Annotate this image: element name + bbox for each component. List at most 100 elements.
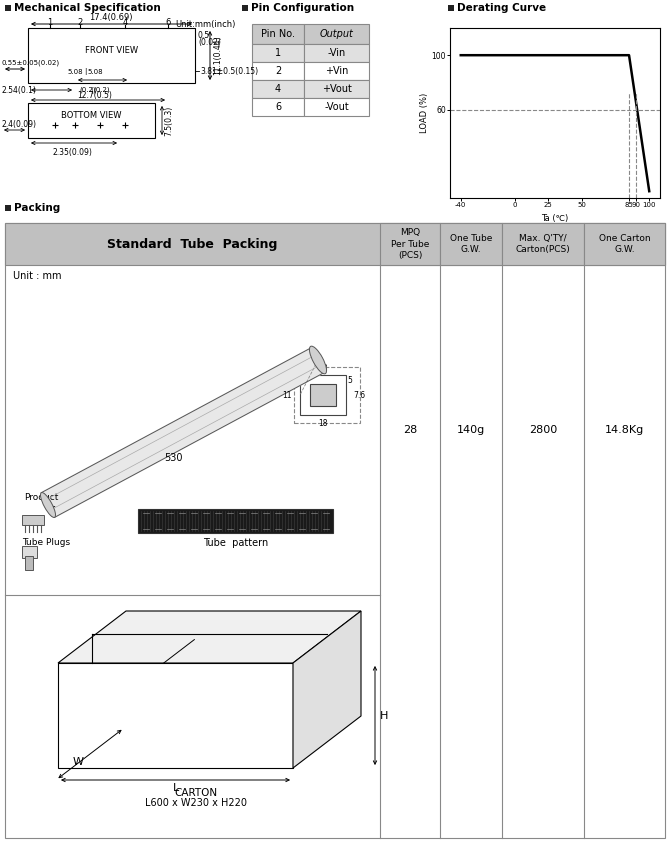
- Text: 2.4(0.09): 2.4(0.09): [1, 119, 36, 129]
- X-axis label: Ta (℃): Ta (℃): [541, 214, 569, 222]
- Bar: [5, 5, 11, 11]
- Text: 7.6: 7.6: [353, 391, 365, 399]
- Text: 7.5(0.3): 7.5(0.3): [164, 106, 173, 135]
- Bar: [584, 223, 665, 265]
- Text: 11: 11: [283, 391, 292, 399]
- Bar: [28, 103, 155, 138]
- Polygon shape: [42, 348, 325, 518]
- Text: Packing: Packing: [14, 203, 60, 213]
- Text: 0.5: 0.5: [198, 31, 210, 40]
- Text: Pin Configuration: Pin Configuration: [251, 3, 354, 13]
- Text: 3.81±0.5(0.15): 3.81±0.5(0.15): [200, 67, 258, 75]
- Text: 5: 5: [347, 376, 352, 384]
- Text: 0.55±0.05(0.02): 0.55±0.05(0.02): [2, 60, 60, 66]
- Text: Standard  Tube  Packing: Standard Tube Packing: [107, 238, 277, 250]
- Text: MPQ
Per Tube
(PCS): MPQ Per Tube (PCS): [391, 228, 429, 260]
- Bar: [252, 98, 304, 116]
- Text: 18: 18: [318, 419, 328, 428]
- Text: 1: 1: [48, 18, 53, 27]
- Text: Tube  pattern: Tube pattern: [203, 538, 268, 548]
- Text: 140g: 140g: [457, 425, 485, 435]
- Text: |: |: [84, 68, 86, 75]
- Text: 5.08: 5.08: [87, 69, 103, 75]
- Text: 4: 4: [123, 18, 127, 27]
- Bar: [5, 223, 665, 265]
- Bar: [304, 62, 369, 80]
- Text: W: W: [72, 757, 84, 767]
- Bar: [294, 367, 360, 423]
- Polygon shape: [58, 663, 293, 768]
- Bar: [138, 509, 333, 533]
- Text: BOTTOM VIEW: BOTTOM VIEW: [61, 111, 122, 120]
- Ellipse shape: [40, 492, 56, 518]
- Text: One Tube
G.W.: One Tube G.W.: [450, 234, 492, 254]
- Text: |: |: [90, 86, 92, 94]
- Bar: [22, 515, 44, 525]
- Text: 6: 6: [275, 102, 281, 112]
- Bar: [304, 80, 369, 98]
- Text: Unit : mm: Unit : mm: [13, 271, 62, 281]
- Text: 2: 2: [275, 66, 281, 76]
- Text: L600 x W230 x H220: L600 x W230 x H220: [145, 798, 247, 808]
- Bar: [304, 44, 369, 62]
- Text: 11.1(0.44): 11.1(0.44): [213, 36, 222, 75]
- Y-axis label: LOAD (%): LOAD (%): [419, 93, 429, 133]
- Bar: [5, 223, 665, 838]
- Text: Max. Q'TY/
Carton(PCS): Max. Q'TY/ Carton(PCS): [516, 234, 570, 254]
- Text: 2.54(0.1): 2.54(0.1): [2, 85, 37, 95]
- Bar: [304, 98, 369, 116]
- Bar: [242, 5, 248, 11]
- Text: 13: 13: [318, 364, 328, 373]
- Text: -Vin: -Vin: [328, 48, 346, 58]
- Bar: [502, 223, 584, 265]
- Bar: [252, 24, 304, 44]
- Bar: [25, 556, 33, 570]
- Bar: [252, 44, 304, 62]
- Bar: [252, 62, 304, 80]
- Text: (0.2): (0.2): [93, 87, 110, 93]
- Text: +Vout: +Vout: [322, 84, 352, 94]
- Text: 530: 530: [163, 453, 182, 463]
- Bar: [5, 223, 665, 265]
- Text: L: L: [172, 783, 179, 793]
- Bar: [440, 223, 502, 265]
- Bar: [5, 205, 11, 211]
- Bar: [252, 80, 304, 98]
- Text: -Vout: -Vout: [324, 102, 349, 112]
- Text: Derating Curve: Derating Curve: [457, 3, 546, 13]
- Text: FRONT VIEW: FRONT VIEW: [85, 46, 138, 55]
- Text: Mechanical Specification: Mechanical Specification: [14, 3, 161, 13]
- Text: Tube Plugs: Tube Plugs: [22, 538, 70, 547]
- Text: Output: Output: [320, 29, 354, 39]
- Text: 2: 2: [77, 18, 82, 27]
- Text: Product: Product: [24, 493, 58, 502]
- Bar: [380, 223, 440, 265]
- Bar: [28, 28, 195, 83]
- Text: 1: 1: [275, 48, 281, 58]
- Text: 6: 6: [165, 18, 171, 27]
- Text: H: H: [380, 711, 389, 721]
- Bar: [300, 375, 346, 415]
- Text: 2.35(0.09): 2.35(0.09): [52, 148, 92, 157]
- Text: 28: 28: [403, 425, 417, 435]
- Text: Unit:mm(inch): Unit:mm(inch): [175, 20, 235, 29]
- Bar: [310, 384, 336, 406]
- Text: 17.4(0.69): 17.4(0.69): [89, 13, 133, 22]
- Polygon shape: [293, 611, 361, 768]
- Text: 5.08: 5.08: [68, 69, 83, 75]
- Bar: [304, 24, 369, 44]
- Text: CARTON: CARTON: [174, 788, 218, 798]
- Text: +Vin: +Vin: [325, 66, 348, 76]
- Text: One Carton
G.W.: One Carton G.W.: [599, 234, 651, 254]
- Text: (0.02): (0.02): [198, 38, 221, 47]
- Text: 14.8Kg: 14.8Kg: [605, 425, 644, 435]
- Bar: [448, 5, 454, 11]
- Text: 2800: 2800: [529, 425, 557, 435]
- Ellipse shape: [310, 346, 326, 374]
- Text: (0.2): (0.2): [79, 87, 96, 93]
- Bar: [22, 546, 37, 558]
- Text: 12.7(0.5): 12.7(0.5): [78, 91, 113, 100]
- Polygon shape: [58, 611, 361, 663]
- Text: 4: 4: [275, 84, 281, 94]
- Text: Pin No.: Pin No.: [261, 29, 295, 39]
